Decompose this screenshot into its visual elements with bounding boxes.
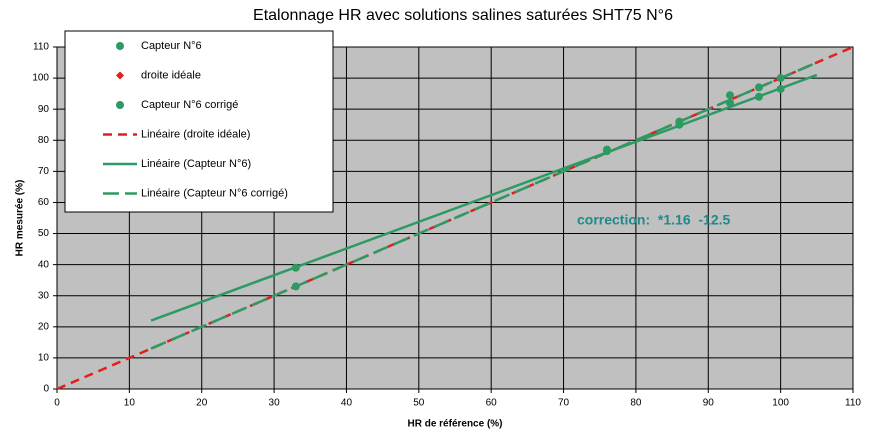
point: [776, 84, 785, 93]
legend-label: Linéaire (droite idéale): [141, 128, 250, 140]
y-tick-label: 50: [38, 228, 50, 239]
point: [754, 92, 763, 101]
x-tick-label: 110: [845, 398, 861, 409]
legend-box: [64, 30, 334, 213]
x-tick-label: 20: [196, 398, 208, 409]
point: [675, 117, 684, 126]
legend-label: Linéaire (Capteur N°6 corrigé): [141, 187, 288, 199]
y-tick-label: 20: [38, 321, 50, 332]
point: [602, 145, 611, 154]
legend-swatch: [116, 101, 124, 109]
x-tick-label: 50: [413, 398, 425, 409]
trend-line: [150, 61, 818, 350]
point: [725, 91, 734, 100]
legend: Capteur N°6 droite idéale Capteur N°6 corr…: [64, 30, 334, 213]
legend-label: Capteur N°6: [141, 40, 202, 52]
legend-label: Linéaire (Capteur N°6): [141, 158, 251, 170]
legend-swatch: [116, 42, 124, 50]
x-tick-label: 70: [558, 398, 570, 409]
x-tick-label: 0: [54, 398, 60, 409]
y-tick-label: 90: [38, 104, 50, 115]
legend-label: droite idéale: [141, 69, 201, 81]
y-tick-label: 40: [38, 259, 50, 270]
legend-label: Capteur N°6 corrigé: [141, 99, 238, 111]
y-tick-label: 80: [38, 135, 50, 146]
chart-title: Etalonnage HR avec solutions salines sat…: [253, 7, 673, 24]
y-tick-label: 10: [38, 353, 50, 364]
point: [725, 98, 734, 107]
point: [776, 74, 785, 83]
y-tick-label: 70: [38, 166, 50, 177]
y-tick-label: 30: [38, 290, 50, 301]
x-tick-label: 40: [341, 398, 353, 409]
x-tick-label: 90: [703, 398, 715, 409]
legend-swatch: [116, 71, 124, 80]
y-tick-label: 0: [43, 384, 49, 395]
x-tick-label: 10: [124, 398, 136, 409]
x-tick-label: 80: [630, 398, 642, 409]
x-tick-label: 30: [269, 398, 281, 409]
y-tick-label: 60: [38, 197, 50, 208]
x-axis-label: HR de référence (%): [407, 419, 502, 430]
trend-line: [150, 73, 818, 322]
point: [754, 83, 763, 92]
x-tick-label: 60: [486, 398, 498, 409]
point: [291, 282, 300, 291]
x-tick-label: 100: [772, 398, 789, 409]
y-tick-label: 100: [32, 73, 49, 84]
annotation: correction: *1.16 -12.5: [577, 212, 731, 228]
y-axis-label: HR mesurée (%): [15, 180, 26, 257]
y-tick-label: 110: [33, 42, 49, 53]
point: [291, 263, 300, 272]
